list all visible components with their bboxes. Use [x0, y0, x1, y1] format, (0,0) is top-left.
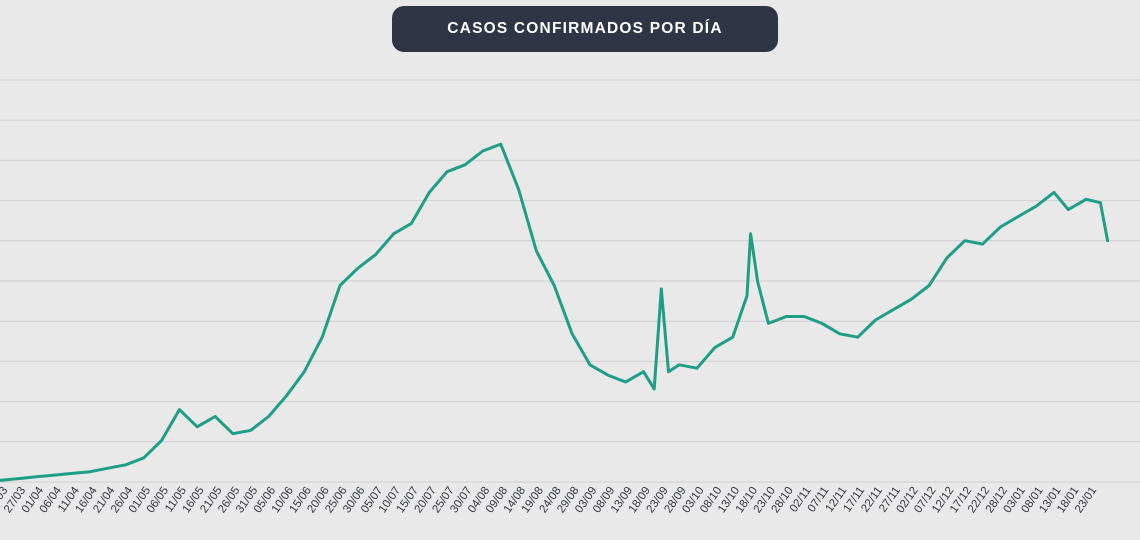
data-point	[445, 170, 449, 173]
data-point	[874, 318, 877, 322]
data-point	[756, 280, 759, 284]
data-point	[963, 239, 966, 242]
data-point	[678, 363, 681, 366]
x-axis-ticks: 22/0327/0301/0406/0411/0416/0421/0426/04…	[0, 484, 1099, 515]
data-point	[838, 332, 841, 335]
data-point	[338, 284, 342, 287]
data-point	[535, 249, 538, 253]
data-point	[17, 477, 20, 480]
series-layer	[0, 142, 1110, 482]
data-point	[249, 429, 252, 432]
data-point	[374, 253, 377, 256]
data-point	[981, 242, 984, 246]
data-point	[142, 456, 145, 460]
chart-title-box: CASOS CONFIRMADOS POR DÍA	[392, 6, 778, 52]
gridlines	[0, 79, 1140, 483]
data-point	[767, 322, 770, 325]
data-point	[731, 336, 734, 339]
data-point	[1017, 215, 1020, 218]
data-point	[588, 363, 592, 366]
data-point	[517, 187, 520, 191]
data-point	[356, 267, 360, 270]
data-point	[392, 232, 395, 235]
chart-title: CASOS CONFIRMADOS POR DÍA	[447, 20, 723, 37]
data-point	[499, 142, 502, 146]
data-point	[653, 387, 656, 391]
data-point	[303, 370, 306, 373]
data-point	[88, 470, 92, 473]
data-point	[428, 191, 431, 194]
data-point	[660, 287, 663, 291]
data-point	[178, 408, 181, 411]
data-point	[231, 432, 235, 435]
data-point	[1067, 208, 1070, 211]
data-point	[285, 394, 288, 397]
data-point	[820, 322, 824, 325]
data-point	[999, 225, 1002, 229]
data-point	[667, 370, 670, 373]
data-point	[695, 367, 699, 370]
data-point	[606, 373, 609, 377]
data-point	[945, 256, 949, 260]
data-point	[0, 479, 3, 482]
data-point	[124, 463, 128, 466]
data-point	[713, 346, 717, 349]
data-point	[1099, 201, 1102, 204]
data-point	[196, 425, 199, 428]
data-point	[321, 336, 324, 339]
data-point	[35, 475, 38, 478]
data-point	[856, 336, 859, 339]
data-point	[267, 415, 270, 418]
data-point	[106, 467, 110, 470]
data-point	[481, 149, 484, 153]
data-point	[785, 315, 788, 318]
data-point	[745, 294, 749, 297]
data-point	[553, 284, 556, 287]
data-point	[463, 163, 467, 166]
data-point	[1035, 205, 1038, 208]
data-point	[71, 472, 74, 475]
data-point	[213, 415, 217, 418]
data-point	[642, 370, 645, 373]
data-point	[1084, 198, 1088, 201]
series-line-0	[0, 142, 1110, 482]
data-point	[892, 308, 895, 311]
data-point	[910, 298, 913, 301]
data-point	[160, 439, 163, 442]
data-point	[927, 284, 931, 287]
data-point	[749, 232, 752, 235]
data-point	[53, 473, 56, 477]
data-point	[1106, 239, 1109, 242]
data-point	[570, 332, 574, 335]
data-point	[802, 315, 806, 318]
data-point	[410, 222, 413, 225]
data-point	[624, 380, 627, 384]
data-point	[1052, 191, 1056, 194]
